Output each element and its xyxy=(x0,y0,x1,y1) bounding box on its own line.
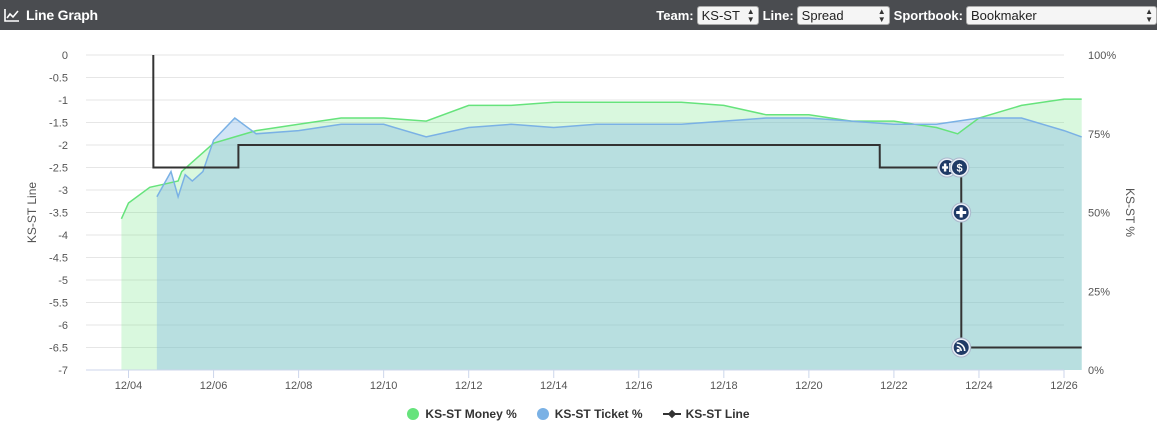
legend-line-label: KS-ST Line xyxy=(685,407,750,421)
team-select[interactable]: KS-ST ▲ ▼ xyxy=(696,5,759,25)
y-tick-label-right: 75% xyxy=(1088,129,1110,141)
x-tick-label: 12/16 xyxy=(625,380,653,392)
chart-controls: Team: KS-ST ▲ ▼ Line: Spread ▲ ▼ Sportbook… xyxy=(656,0,1157,30)
y-tick-label-left: -7 xyxy=(58,365,68,377)
legend-ticket-swatch xyxy=(536,408,549,420)
line-select[interactable]: Spread ▲ ▼ xyxy=(796,5,890,25)
y-tick-label-left: -2 xyxy=(58,140,68,152)
select-arrows-icon: ▲ ▼ xyxy=(746,6,755,24)
y-tick-label-left: -5 xyxy=(58,275,68,287)
ticket-series-line xyxy=(156,117,1082,200)
y-tick-label-left: -6.5 xyxy=(49,343,68,355)
sportsbook-select[interactable]: Bookmaker ▲ ▼ xyxy=(966,5,1157,25)
legend-item-line[interactable]: KS-ST Line xyxy=(662,407,750,421)
chart-header: Line Graph Team: KS-ST ▲ ▼ Line: Spread ▲… xyxy=(0,0,1157,30)
y-tick-label-left: -1.5 xyxy=(49,118,68,130)
x-tick-label: 12/20 xyxy=(795,380,823,392)
dollar-glyph: $ xyxy=(956,163,962,175)
y-tick-label-right: 0% xyxy=(1088,365,1104,377)
line-select-value: Spread xyxy=(801,7,844,23)
legend-item-money[interactable]: KS-ST Money % xyxy=(407,407,517,421)
x-tick-label: 12/18 xyxy=(710,380,738,392)
ticket-area xyxy=(156,118,1082,370)
plus-icon xyxy=(951,202,972,223)
line-label: Line: xyxy=(762,7,794,23)
sportsbook-label: Sportbook: xyxy=(893,7,963,23)
plus-bar xyxy=(959,207,963,218)
money-series-line xyxy=(120,98,1082,220)
chart-legend: KS-ST Money % KS-ST Ticket % KS-ST Line xyxy=(0,407,1157,421)
y-tick-label-left: -0.5 xyxy=(49,73,68,85)
x-tick-label: 12/04 xyxy=(115,380,143,392)
legend-item-ticket[interactable]: KS-ST Ticket % xyxy=(536,407,643,421)
money-area xyxy=(121,99,1082,370)
chart-area: 0 -0.5 -1 -1.5 -2 -2.5 -3 -3.5 -4 -4.5 -5 -5.5 -6 -6.… xyxy=(0,30,1157,424)
chart-title-group: Line Graph xyxy=(4,0,98,30)
select-arrows-icon: ▲ ▼ xyxy=(1145,6,1153,24)
legend-money-swatch xyxy=(407,408,420,420)
y-tick-label-left: -3.5 xyxy=(49,208,68,220)
legend-ticket-label: KS-ST Ticket % xyxy=(554,407,643,421)
y-tick-label-left: -5.5 xyxy=(49,298,68,310)
y-tick-label-right: 50% xyxy=(1088,208,1110,220)
rss-arc xyxy=(956,342,966,352)
y-axis-title-left: KS-ST Line xyxy=(25,182,39,243)
marker-core xyxy=(952,160,967,175)
x-tick-label: 12/22 xyxy=(880,380,908,392)
dollar-icon: $ xyxy=(949,157,970,178)
y-tick-label-left: -3 xyxy=(58,185,68,197)
team-select-value: KS-ST xyxy=(701,7,740,23)
x-tick-label: 12/24 xyxy=(965,380,993,392)
spread-series-line xyxy=(152,54,1082,349)
y-tick-label-left: -1 xyxy=(58,95,68,107)
legend-line-swatch xyxy=(662,409,681,419)
x-tick-label: 12/08 xyxy=(285,380,313,392)
x-tick-label: 12/06 xyxy=(200,380,228,392)
plus-bar xyxy=(943,163,947,172)
x-tick-label: 12/26 xyxy=(1050,380,1078,392)
y-tick-label-right: 25% xyxy=(1088,286,1110,298)
rss-icon xyxy=(951,337,972,358)
legend-money-label: KS-ST Money % xyxy=(425,407,517,421)
rss-arc xyxy=(956,345,963,352)
y-tick-label-left: -4 xyxy=(58,230,68,242)
y-tick-label-left: 0 xyxy=(62,50,68,62)
line-chart: 0 -0.5 -1 -1.5 -2 -2.5 -3 -3.5 -4 -4.5 -5 -5.5 -6 -6.… xyxy=(25,50,1137,392)
y-axis-title-right: KS-ST % xyxy=(1123,188,1137,237)
sportsbook-select-value: Bookmaker xyxy=(971,7,1037,23)
line-chart-icon xyxy=(4,8,20,22)
y-tick-label-left: -2.5 xyxy=(49,163,68,175)
y-tick-label-left: -6 xyxy=(58,320,68,332)
x-tick-label: 12/14 xyxy=(540,380,568,392)
y-tick-label-left: -4.5 xyxy=(49,253,68,265)
marker-core xyxy=(953,340,969,355)
rss-dot xyxy=(956,348,960,353)
team-label: Team: xyxy=(656,7,694,23)
x-tick-label: 12/10 xyxy=(370,380,398,392)
chart-title: Line Graph xyxy=(26,7,98,23)
x-tick-label: 12/12 xyxy=(455,380,483,392)
y-tick-label-right: 100% xyxy=(1088,50,1116,62)
select-arrows-icon: ▲ ▼ xyxy=(877,6,886,24)
